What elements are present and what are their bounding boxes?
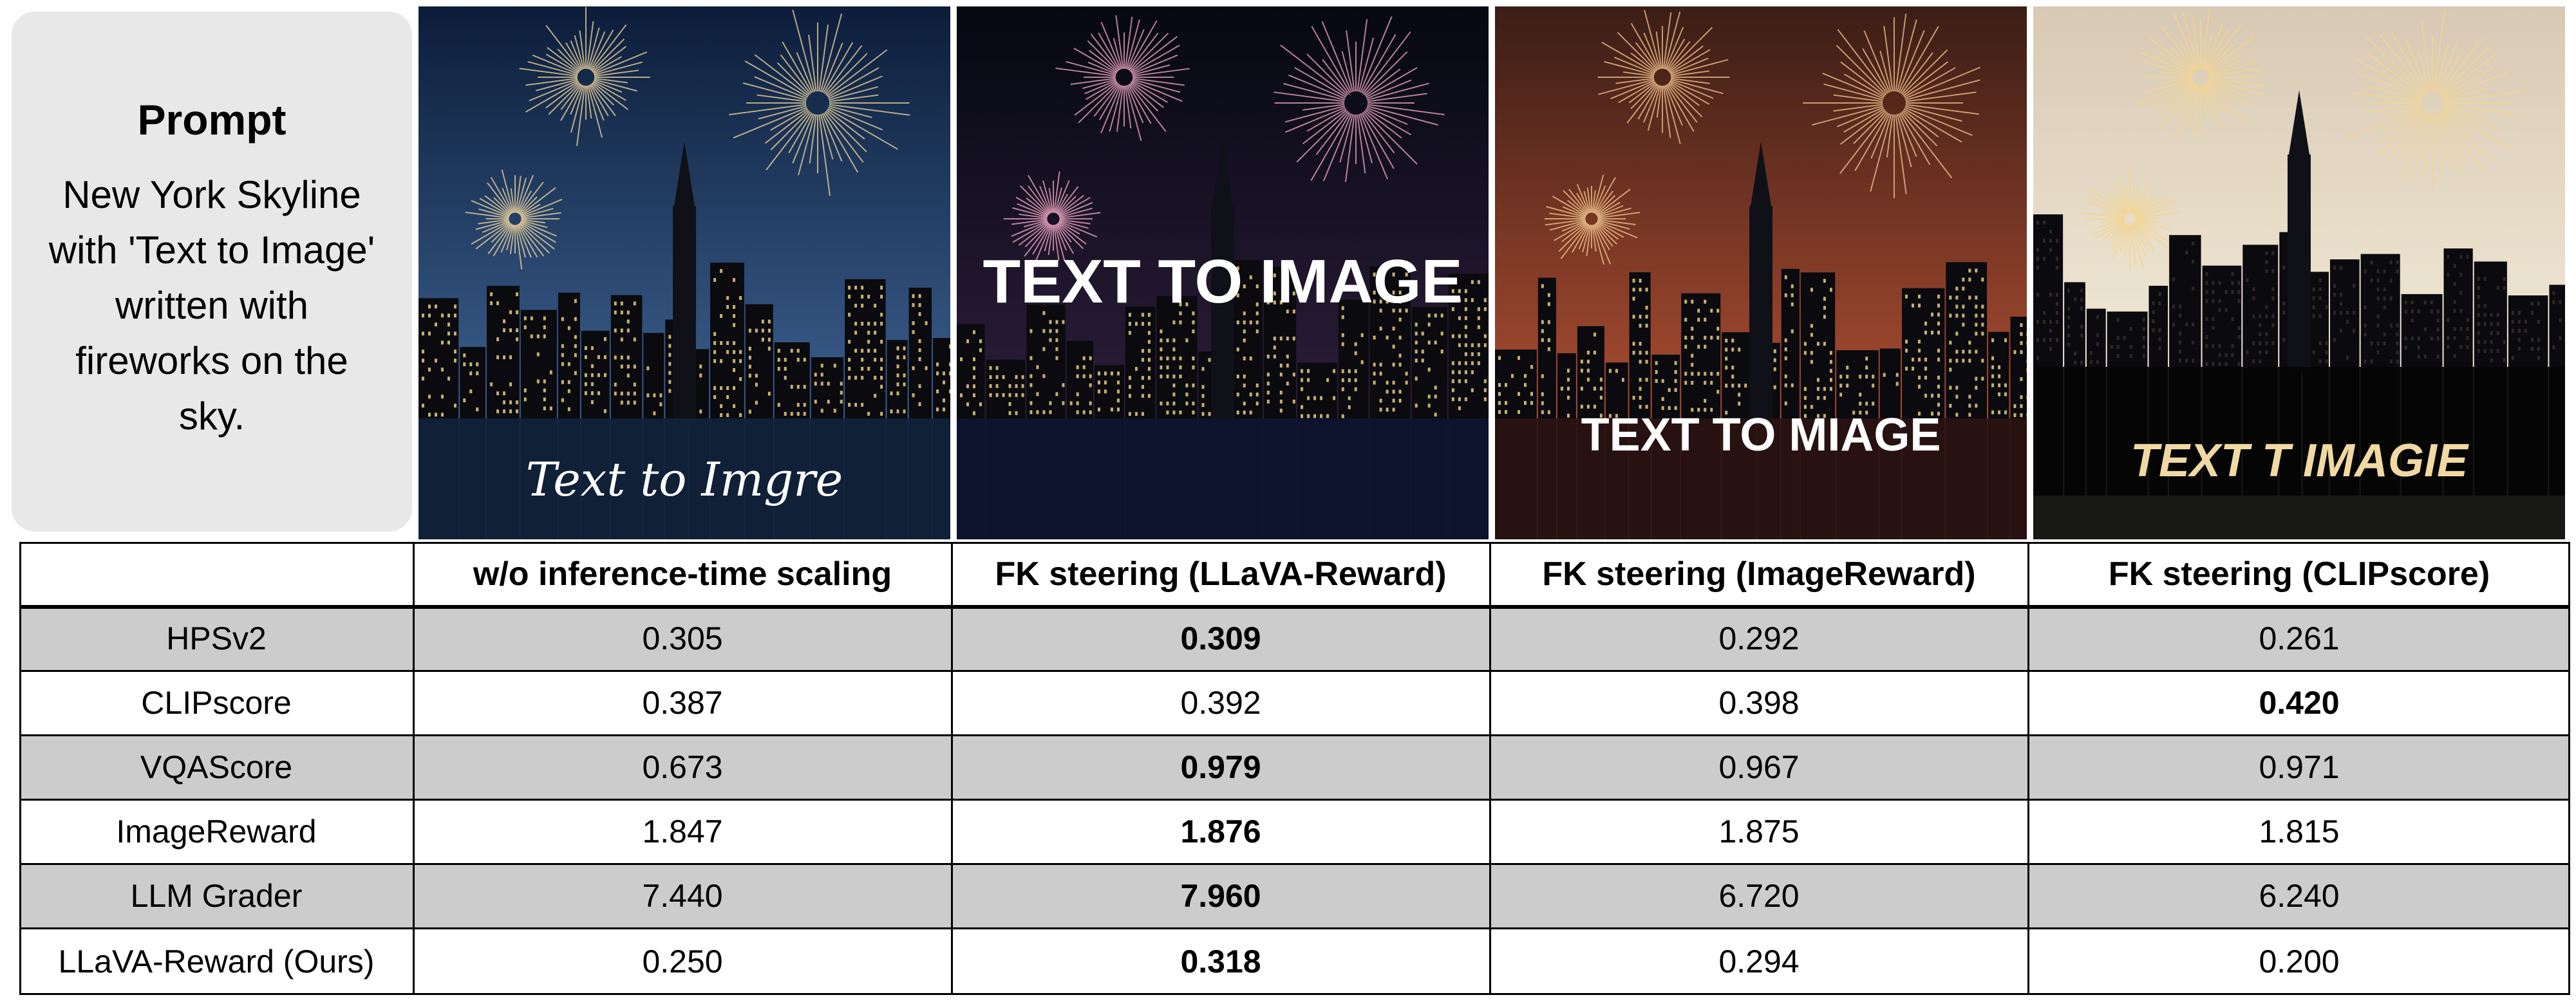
prompt-line: sky. xyxy=(178,395,245,438)
score-cell: 0.261 xyxy=(2259,620,2340,656)
skyline-illustration: TEXT TO MIAGE xyxy=(1495,6,2027,539)
table-row: HPSv2 0.305 0.309 0.292 0.261 xyxy=(19,606,2570,671)
image-caption-text: TEXT TO IMAGE xyxy=(983,247,1463,316)
score-cell: 1.875 xyxy=(1718,813,1800,850)
generated-image-baseline: Text to Imgre xyxy=(418,6,950,539)
score-cell: 0.292 xyxy=(1718,620,1800,656)
score-cell: 0.387 xyxy=(642,685,723,721)
metric-label: VQAScore xyxy=(140,749,293,785)
score-cell: 7.440 xyxy=(642,878,723,914)
prompt-line: fireworks on the xyxy=(75,339,348,382)
score-cell-best: 0.979 xyxy=(1180,749,1261,785)
table-row: VQAScore 0.673 0.979 0.967 0.971 xyxy=(19,735,2570,799)
firework-burst xyxy=(2080,168,2179,269)
header-cell: FK steering (LLaVA-Reward) xyxy=(995,555,1447,593)
score-cell-best: 1.876 xyxy=(1180,813,1261,850)
generated-image-fk-imagereward: TEXT TO MIAGE xyxy=(1495,6,2027,539)
header-cell: w/o inference-time scaling xyxy=(473,555,892,593)
water-reflection xyxy=(1495,418,2027,539)
prompt-line: written with xyxy=(115,284,309,327)
score-cell: 1.847 xyxy=(642,813,723,850)
table-rule xyxy=(19,734,2570,736)
table-header-row: w/o inference-time scaling FK steering (… xyxy=(19,542,2570,606)
table-rule xyxy=(19,927,2570,929)
firework-burst xyxy=(465,169,563,270)
water-reflection xyxy=(957,418,1489,539)
metric-label: CLIPscore xyxy=(141,685,292,721)
metric-label: LLaVA-Reward (Ours) xyxy=(58,944,375,980)
prompt-line: with 'Text to Image' xyxy=(48,228,375,272)
skyline-illustration: Text to Imgre xyxy=(418,6,950,539)
table-header-rule xyxy=(19,605,2570,609)
table-row: CLIPscore 0.387 0.392 0.398 0.420 xyxy=(19,671,2570,735)
score-cell: 0.294 xyxy=(1718,944,1800,980)
table-rule xyxy=(19,799,2570,801)
table-border-bottom xyxy=(19,993,2570,995)
firework-burst xyxy=(2348,8,2526,189)
table-col-rule xyxy=(1489,542,1491,995)
header-cell: FK steering (CLIPscore) xyxy=(2108,555,2490,593)
score-cell-best: 0.309 xyxy=(1180,620,1261,656)
metric-label: LLM Grader xyxy=(130,878,303,914)
score-cell: 0.967 xyxy=(1718,749,1800,785)
score-cell: 1.815 xyxy=(2259,813,2340,850)
table-row: LLaVA-Reward (Ours) 0.250 0.318 0.294 0.… xyxy=(19,928,2570,995)
score-cell: 6.720 xyxy=(1718,878,1800,914)
score-cell: 0.200 xyxy=(2259,944,2340,980)
table-border-left xyxy=(19,542,21,995)
firework-burst xyxy=(729,10,910,196)
score-cell-best: 7.960 xyxy=(1180,878,1261,914)
score-cell-best: 0.318 xyxy=(1180,944,1261,980)
table-col-rule xyxy=(413,542,415,995)
score-cell-best: 0.420 xyxy=(2259,685,2340,721)
image-caption-text: TEXT TO MIAGE xyxy=(1581,409,1941,461)
table-border-right xyxy=(2568,542,2570,995)
generated-image-fk-llava-reward: TEXT TO IMAGE xyxy=(957,6,1489,539)
prompt-line: New York Skyline xyxy=(62,173,361,216)
firework-burst xyxy=(2136,8,2267,142)
metric-label: ImageReward xyxy=(116,813,317,850)
generated-image-fk-clipscore: TEXT T IMAGIE xyxy=(2033,6,2565,539)
score-cell: 0.971 xyxy=(2259,749,2340,785)
header-cell: FK steering (ImageReward) xyxy=(1542,555,1976,593)
skyline-illustration: TEXT T IMAGIE xyxy=(2033,6,2565,539)
score-cell: 0.305 xyxy=(642,620,723,656)
score-cell: 0.250 xyxy=(642,944,723,980)
prompt-title: Prompt xyxy=(137,96,287,144)
table-border-top xyxy=(19,542,2570,544)
water-reflection xyxy=(2033,367,2565,539)
table-rule xyxy=(19,863,2570,865)
firework-burst xyxy=(1544,174,1641,265)
score-cell: 0.392 xyxy=(1180,685,1261,721)
firework-burst xyxy=(1055,15,1190,142)
score-cell: 0.673 xyxy=(642,749,723,785)
table-col-rule xyxy=(951,542,953,995)
firework-burst xyxy=(1803,14,1981,199)
header-cell-empty xyxy=(19,542,413,606)
firework-burst xyxy=(1597,10,1730,145)
results-table: w/o inference-time scaling FK steering (… xyxy=(19,542,2570,995)
table-col-rule xyxy=(2027,542,2029,995)
score-cell: 0.398 xyxy=(1718,685,1800,721)
score-cell: 6.240 xyxy=(2259,878,2340,914)
metric-label: HPSv2 xyxy=(166,620,267,656)
prompt-text: New York Skyline with 'Text to Image' wr… xyxy=(24,167,399,444)
firework-burst xyxy=(519,7,650,146)
table-rule xyxy=(19,670,2570,672)
table-row: LLM Grader 7.440 7.960 6.720 6.240 xyxy=(19,864,2570,928)
firework-burst xyxy=(1003,171,1101,262)
table-row: ImageReward 1.847 1.876 1.875 1.815 xyxy=(19,799,2570,864)
skyline-illustration: TEXT TO IMAGE xyxy=(957,6,1489,539)
water-reflection xyxy=(418,418,950,539)
image-caption-text: Text to Imgre xyxy=(526,452,843,507)
firework-burst xyxy=(1274,16,1445,182)
prompt-card: Prompt New York Skyline with 'Text to Im… xyxy=(12,12,412,532)
image-caption-text: TEXT T IMAGIE xyxy=(2130,435,2469,487)
